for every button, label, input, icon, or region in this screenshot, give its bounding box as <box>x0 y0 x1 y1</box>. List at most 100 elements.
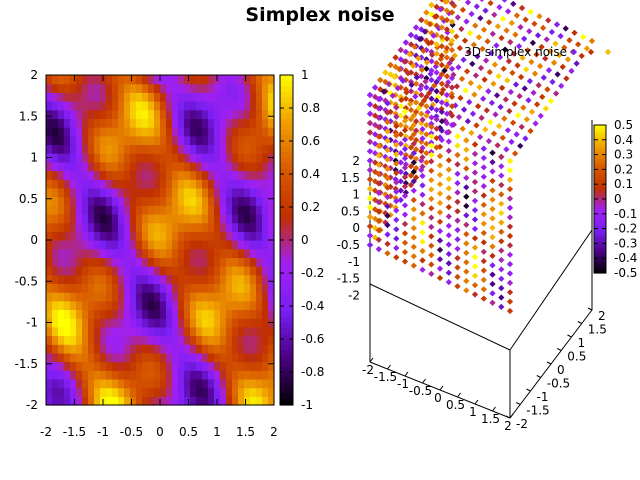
scatter-point <box>397 168 404 176</box>
scatter-point <box>545 67 553 74</box>
heatmap-cell <box>184 378 191 389</box>
heatmap-cell <box>64 352 71 363</box>
heatmap-cell <box>106 248 113 258</box>
heatmap-cell <box>268 127 275 137</box>
heatmap-2d <box>46 75 275 406</box>
heatmap-cell <box>88 135 95 146</box>
legend-marker <box>570 48 578 56</box>
heatmap-cell <box>268 135 275 146</box>
heatmap-cell <box>184 352 191 363</box>
heatmap-cell <box>88 300 95 311</box>
heatmap-colorbar-ticks: 10.80.60.40.20-0.2-0.4-0.6-0.8-1 <box>280 68 324 412</box>
scatter-point <box>366 213 374 221</box>
scatter-point <box>393 226 400 233</box>
heatmap-cell <box>58 213 65 224</box>
heatmap-cell <box>214 144 221 154</box>
scatter-point <box>366 110 374 117</box>
heatmap-cell <box>262 231 269 241</box>
heatmap-cell <box>184 300 191 311</box>
scatter-point <box>454 161 461 168</box>
heatmap-cell <box>244 396 251 406</box>
scatter-point <box>438 80 445 87</box>
heatmap-cell <box>172 370 179 380</box>
heatmap-cell <box>148 222 155 232</box>
heatmap-cell <box>196 101 203 111</box>
scatter-point <box>377 76 384 84</box>
heatmap-cell <box>220 370 227 380</box>
heatmap-cell <box>64 361 71 371</box>
heatmap-cell <box>208 205 215 215</box>
heatmap-cell <box>190 179 197 189</box>
heatmap-cell <box>100 109 107 120</box>
heatmap-x-tick-label: 0.5 <box>179 425 198 439</box>
heatmap-cell <box>154 187 161 198</box>
heatmap-cell <box>244 83 251 93</box>
scatter-point <box>419 191 426 198</box>
heatmap-cell <box>160 92 167 102</box>
heatmap-cell <box>88 118 95 128</box>
scatter-point <box>475 34 483 41</box>
heatmap-cell <box>70 118 77 128</box>
scatter-point <box>382 69 389 76</box>
heatmap-x-tick-label: -2 <box>40 425 52 439</box>
heatmap-cell <box>142 205 149 215</box>
cube-colorbar-tick-label: 0.2 <box>614 162 633 176</box>
heatmap-cell <box>214 326 221 337</box>
scatter-point <box>501 115 508 122</box>
heatmap-cell <box>154 118 161 128</box>
heatmap-cell <box>214 83 221 93</box>
heatmap-cell <box>52 292 59 302</box>
heatmap-cell <box>160 387 167 397</box>
heatmap-cell <box>160 101 167 111</box>
heatmap-cell <box>244 309 251 319</box>
scatter-point <box>401 202 409 209</box>
heatmap-cell <box>220 361 227 371</box>
scatter-point <box>482 7 489 14</box>
heatmap-cell <box>130 196 137 206</box>
heatmap-cell <box>154 370 161 380</box>
heatmap-cell <box>142 396 149 406</box>
heatmap-cell <box>154 361 161 371</box>
scatter-point <box>393 197 400 205</box>
heatmap-cell <box>238 257 245 267</box>
heatmap-cell <box>136 92 143 102</box>
heatmap-cell <box>112 396 119 406</box>
heatmap-cell <box>46 179 53 189</box>
heatmap-y-tick-label: 2 <box>30 68 38 82</box>
heatmap-cell <box>100 352 107 363</box>
heatmap-colorbar-tick-label: -1 <box>301 398 313 412</box>
page-title: Simplex noise <box>245 4 395 26</box>
scatter-point <box>504 127 512 134</box>
heatmap-colorbar-tick-label: 0.6 <box>301 134 320 148</box>
heatmap-y-tick-label: 1.5 <box>19 109 38 123</box>
heatmap-cell <box>232 257 239 267</box>
heatmap-cell <box>184 179 191 189</box>
heatmap-cell <box>190 109 197 120</box>
heatmap-cell <box>52 266 59 276</box>
heatmap-cell <box>46 240 53 250</box>
heatmap-cell <box>46 222 53 232</box>
heatmap-cell <box>46 101 53 111</box>
scatter-point <box>499 134 506 141</box>
heatmap-cell <box>244 231 251 241</box>
scatter-point <box>502 96 509 103</box>
scatter-point <box>543 36 550 43</box>
heatmap-cell <box>166 370 173 380</box>
scatter-point <box>423 131 430 138</box>
heatmap-cell <box>184 83 191 93</box>
scatter-point <box>397 196 404 204</box>
heatmap-cell <box>136 378 143 389</box>
scatter-point <box>476 133 484 141</box>
heatmap-cell <box>82 387 89 397</box>
scatter-point <box>397 149 404 157</box>
scatter-point <box>531 70 539 77</box>
scatter-point <box>436 256 444 263</box>
heatmap-cell <box>76 361 83 371</box>
heatmap-cell <box>190 344 197 354</box>
heatmap-cell <box>244 170 251 180</box>
heatmap-cell <box>184 127 191 137</box>
heatmap-cell <box>148 196 155 206</box>
scatter-point <box>498 34 505 42</box>
legend-marker <box>604 48 612 56</box>
heatmap-cell <box>268 283 275 293</box>
